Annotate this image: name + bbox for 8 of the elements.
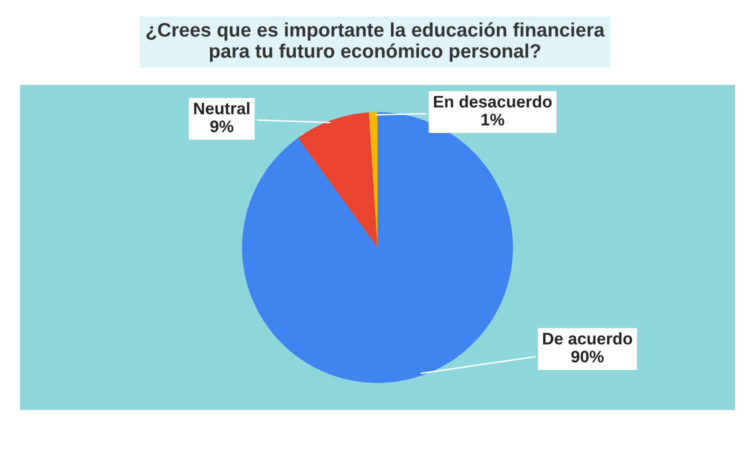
pie-slice [298, 112, 378, 248]
slice-label: Neutral [194, 102, 250, 114]
data-label: 9% [210, 120, 234, 132]
slice-label: De acuerdo [543, 332, 632, 345]
chart-title: ¿Crees que es importante la educación financiera para tu futuro económico personal? [146, 22, 605, 62]
data-label: 90% [571, 350, 604, 363]
slice-label: En desacuerdo [434, 95, 552, 108]
data-label: 1% [482, 114, 504, 126]
